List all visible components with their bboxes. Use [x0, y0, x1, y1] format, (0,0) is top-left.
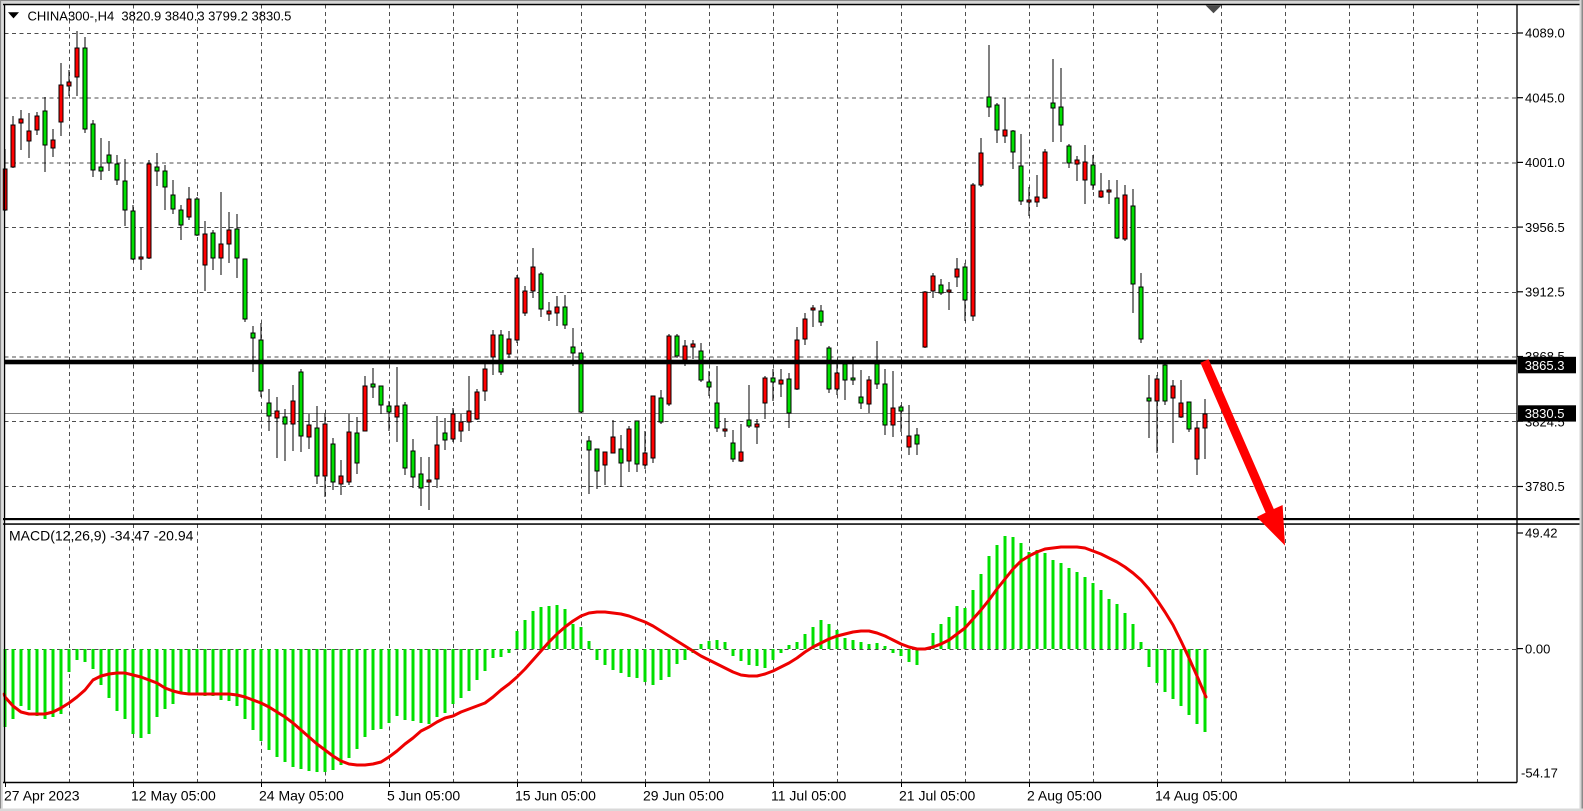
- svg-text:3865.3: 3865.3: [1525, 358, 1565, 373]
- svg-text:4001.0: 4001.0: [1525, 155, 1565, 170]
- svg-text:27 Apr 2023: 27 Apr 2023: [4, 788, 80, 804]
- svg-text:15 Jun 05:00: 15 Jun 05:00: [515, 788, 596, 804]
- svg-text:49.42: 49.42: [1525, 526, 1558, 541]
- svg-text:11 Jul 05:00: 11 Jul 05:00: [771, 788, 846, 804]
- svg-text:4045.0: 4045.0: [1525, 90, 1565, 105]
- svg-text:29 Jun 05:00: 29 Jun 05:00: [643, 788, 724, 804]
- svg-text:24 May 05:00: 24 May 05:00: [259, 788, 344, 804]
- svg-text:12 May 05:00: 12 May 05:00: [131, 788, 216, 804]
- svg-text:5 Jun 05:00: 5 Jun 05:00: [387, 788, 460, 804]
- svg-text:2 Aug 05:00: 2 Aug 05:00: [1027, 788, 1102, 804]
- svg-text:3956.5: 3956.5: [1525, 220, 1565, 235]
- svg-text:3912.5: 3912.5: [1525, 285, 1565, 300]
- svg-text:3830.5: 3830.5: [1525, 406, 1565, 421]
- svg-text:CHINA300-,H4 3820.9 3840.3 37: CHINA300-,H4 3820.9 3840.3 3799.2 3830.5: [28, 9, 292, 24]
- svg-text:21 Jul 05:00: 21 Jul 05:00: [899, 788, 975, 804]
- svg-text:14 Aug 05:00: 14 Aug 05:00: [1155, 788, 1238, 804]
- svg-text:0.00: 0.00: [1525, 641, 1550, 656]
- svg-text:-54.17: -54.17: [1521, 765, 1558, 780]
- svg-text:MACD(12,26,9) -34.47 -20.94: MACD(12,26,9) -34.47 -20.94: [9, 528, 194, 544]
- svg-text:3780.5: 3780.5: [1525, 479, 1565, 494]
- svg-text:4089.0: 4089.0: [1525, 26, 1565, 41]
